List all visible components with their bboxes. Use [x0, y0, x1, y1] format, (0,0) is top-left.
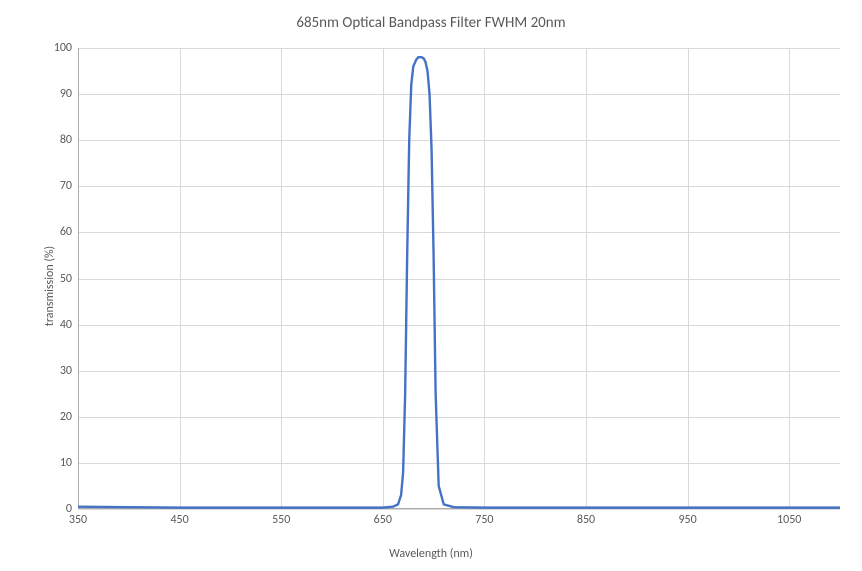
plot-area: 3504505506507508509501050010203040506070… — [78, 48, 840, 509]
y-tick-label: 100 — [22, 41, 72, 55]
x-tick-label: 950 — [678, 513, 696, 527]
y-tick-label: 10 — [22, 456, 72, 470]
chart-container: 685nm Optical Bandpass Filter FWHM 20nm … — [0, 0, 862, 571]
x-tick-label: 1050 — [777, 513, 801, 527]
chart-title: 685nm Optical Bandpass Filter FWHM 20nm — [0, 14, 862, 32]
y-tick-label: 0 — [22, 502, 72, 516]
y-tick-label: 30 — [22, 364, 72, 378]
y-tick-label: 80 — [22, 133, 72, 147]
x-tick-label: 850 — [577, 513, 595, 527]
y-tick-label: 60 — [22, 225, 72, 239]
y-tick-label: 50 — [22, 272, 72, 286]
x-axis-label: Wavelength (nm) — [0, 547, 862, 561]
y-tick-label: 40 — [22, 318, 72, 332]
x-tick-label: 550 — [272, 513, 290, 527]
series-line — [78, 48, 840, 509]
x-tick-label: 650 — [374, 513, 392, 527]
x-tick-label: 750 — [475, 513, 493, 527]
y-tick-label: 70 — [22, 179, 72, 193]
y-tick-label: 90 — [22, 87, 72, 101]
x-tick-label: 450 — [170, 513, 188, 527]
y-tick-label: 20 — [22, 410, 72, 424]
